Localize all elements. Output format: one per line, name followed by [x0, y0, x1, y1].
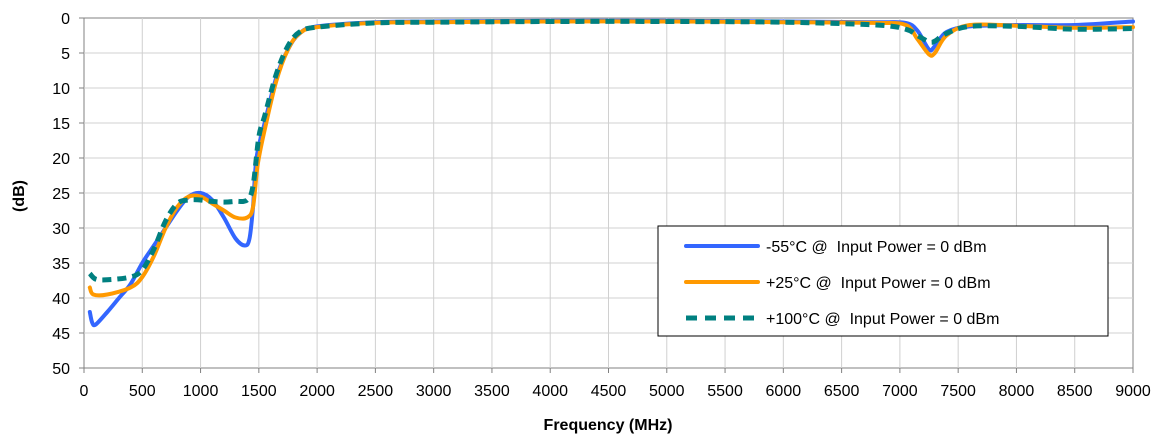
- y-tick-label: 0: [61, 11, 70, 28]
- y-tick-label: 30: [52, 221, 70, 238]
- y-tick-label: 25: [52, 186, 70, 203]
- series-line-plus100c: [87, 18, 1134, 283]
- x-tick-label: 3000: [416, 383, 452, 400]
- legend-label: +100°C @ Input Power = 0 dBm: [766, 311, 999, 328]
- x-tick-label: 4500: [591, 383, 627, 400]
- y-tick-label: 20: [52, 151, 70, 168]
- x-tick-label: 1000: [183, 383, 219, 400]
- y-tick-label: 5: [61, 46, 70, 63]
- y-tick-label: 40: [52, 291, 70, 308]
- x-tick-label: 1500: [241, 383, 277, 400]
- y-tick-label: 15: [52, 116, 70, 133]
- y-tick-label: 50: [52, 361, 70, 378]
- x-tick-label: 8500: [1057, 383, 1093, 400]
- x-tick-label: 8000: [999, 383, 1035, 400]
- y-tick-label: 10: [52, 81, 70, 98]
- x-tick-label: 3500: [474, 383, 510, 400]
- y-tick-label: 35: [52, 256, 70, 273]
- legend-label: +25°C @ Input Power = 0 dBm: [766, 275, 991, 292]
- x-axis-title: Frequency (MHz): [544, 417, 673, 434]
- x-tick-label: 5500: [707, 383, 743, 400]
- y-tick-label: 45: [52, 326, 70, 343]
- series-group: [87, 18, 1135, 328]
- legend: -55°C @ Input Power = 0 dBm +25°C @ Input…: [657, 225, 1109, 337]
- x-tick-label: 2500: [358, 383, 394, 400]
- x-tick-label: 500: [129, 383, 156, 400]
- x-tick-label: 7000: [882, 383, 918, 400]
- x-tick-label: 2000: [299, 383, 335, 400]
- y-axis-ticks: 0 5 10 15 20 25 30 35 40 45 50: [52, 11, 84, 378]
- x-tick-label: 0: [80, 383, 89, 400]
- x-axis-ticks: 0 500 1000 1500 2000 2500 3000 3500 4000 4500 5000…: [80, 368, 1151, 400]
- y-axis-title: (dB): [11, 180, 28, 212]
- x-tick-label: 9000: [1115, 383, 1151, 400]
- x-tick-label: 4000: [532, 383, 568, 400]
- x-tick-label: 6000: [766, 383, 802, 400]
- legend-label: -55°C @ Input Power = 0 dBm: [766, 239, 987, 256]
- x-tick-label: 7500: [940, 383, 976, 400]
- x-tick-label: 5000: [649, 383, 685, 400]
- x-tick-label: 6500: [824, 383, 860, 400]
